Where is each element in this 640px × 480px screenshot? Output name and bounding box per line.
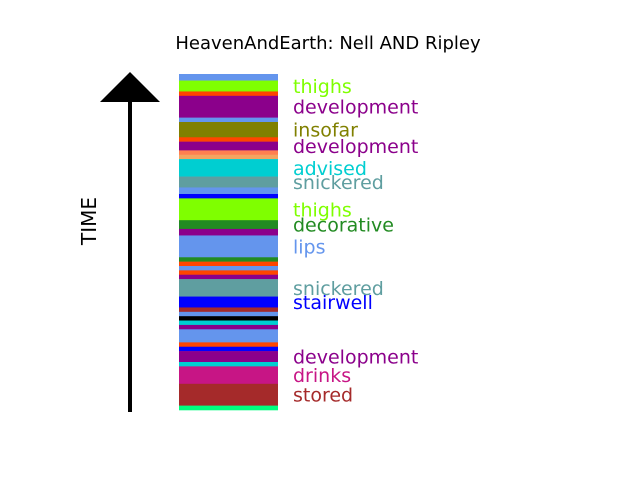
segment-label: development [293,347,418,369]
timeline-segment [179,266,278,271]
segment-label: insofar [293,120,358,142]
timeline-segments [179,74,278,411]
timeline-segment [179,274,278,280]
timeline-segment [179,311,278,317]
timeline-segment [179,80,278,92]
time-axis-arrowhead-icon [100,72,160,102]
segment-label: lips [293,236,326,258]
timeline-segment [179,296,278,308]
timeline-segment [179,220,278,230]
segment-label: thighs [293,199,352,221]
timeline-segment [179,279,278,297]
timeline-segment [179,141,278,151]
timeline-segment [179,194,278,199]
chart-title: HeavenAndEarth: Nell AND Ripley [175,33,481,54]
timeline-segment [179,320,278,326]
timeline-segment [179,257,278,262]
time-axis [100,72,160,412]
segment-label: development [293,97,418,119]
timeline-segment [179,95,278,118]
timeline-segment [179,316,278,321]
timeline-segment [179,228,278,236]
timeline-segment [179,342,278,348]
segment-label: snickered [293,278,384,300]
timeline-segment [179,329,278,343]
timeline-segment [179,270,278,276]
timeline-segment [179,137,278,142]
segment-label: snickered [293,172,384,194]
segment-label: thighs [293,76,352,98]
segment-label: advised [293,158,367,180]
timeline-segment [179,235,278,258]
segment-label: drinks [293,365,351,387]
timeline-segment [179,351,278,363]
timeline-segment [179,150,278,156]
segment-label: development [293,136,418,158]
timeline-segment [179,91,278,97]
timeline-segment [179,405,278,411]
y-axis-label: TIME [77,197,101,246]
timeline-segment [179,74,278,81]
timeline-segment [179,383,278,406]
timeline-segment [179,198,278,221]
segment-label: decorative [293,215,394,237]
segment-label: stairwell [293,292,373,314]
timeline-segment [179,366,278,385]
timeline-segment [179,176,278,188]
timeline-segment [179,324,278,330]
timeline-segment [179,187,278,195]
timeline-segment [179,154,278,160]
timeline-segment [179,346,278,352]
timeline-segment [179,362,278,367]
segment-label: stored [293,385,353,407]
timeline-labels: thighsdevelopmentinsofardevelopmentadvis… [293,76,418,407]
timeline-segment [179,261,278,267]
timeline-segment [179,159,278,177]
timeline-segment [179,307,278,313]
timeline-segment [179,122,278,138]
timeline-segment [179,117,278,123]
